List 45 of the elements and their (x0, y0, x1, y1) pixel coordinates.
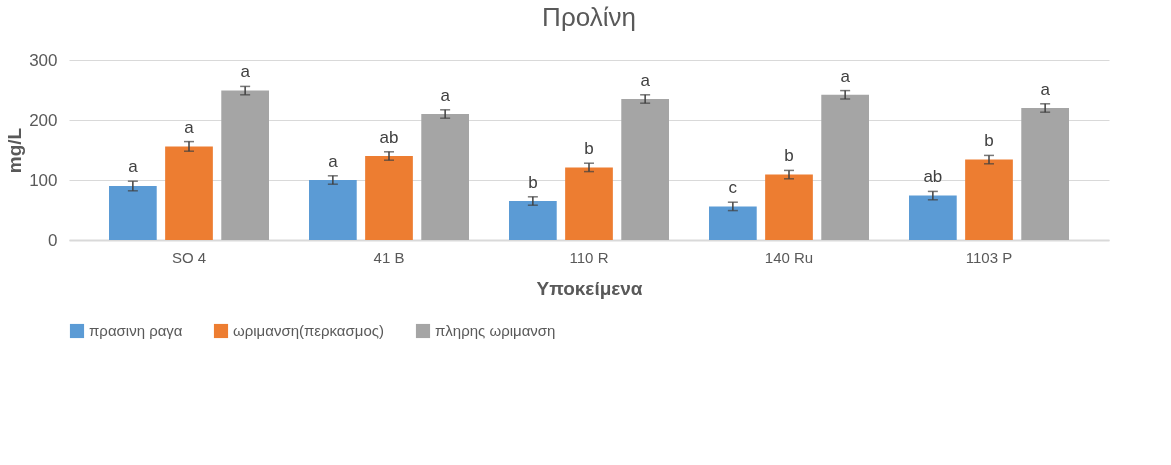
legend-label: ωριμανση(περκασμος) (233, 322, 385, 339)
y-tick-label: 0 (48, 230, 58, 250)
data-label: a (328, 151, 339, 171)
bar (109, 186, 157, 240)
bar (309, 180, 357, 240)
x-tick-label: 41 B (373, 248, 405, 266)
chart-title: Προλίνη (542, 2, 636, 32)
data-label: a (128, 157, 139, 177)
bar (709, 206, 757, 240)
y-tick-label: 300 (29, 50, 58, 70)
y-axis-title: mg/L (4, 127, 26, 174)
data-label: b (984, 131, 994, 151)
data-label: b (784, 146, 794, 166)
legend-label: πρασινη ραγα (89, 322, 183, 339)
y-tick-label: 100 (29, 170, 58, 190)
bar (565, 167, 613, 240)
bar (1021, 108, 1069, 240)
legend-label: πληρης ωριμανση (435, 322, 556, 339)
x-tick-label: 110 R (569, 248, 609, 266)
bar (509, 201, 557, 240)
bar (965, 159, 1013, 240)
bar (909, 195, 957, 240)
bar (365, 156, 413, 240)
x-tick-label: 1103 P (965, 248, 1013, 266)
data-label: a (240, 62, 251, 82)
data-label: ab (923, 167, 943, 187)
data-label: b (528, 172, 538, 192)
data-label: a (640, 70, 651, 90)
data-label: ab (379, 127, 399, 147)
data-label: b (584, 139, 594, 159)
bar (765, 174, 813, 240)
bar (421, 114, 469, 240)
data-label: a (1040, 79, 1051, 99)
y-tick-label: 200 (29, 110, 58, 130)
data-label: a (840, 66, 851, 86)
x-axis-title: Υποκείμενα (536, 277, 643, 299)
x-tick-label: 140 Ru (764, 248, 814, 266)
bar (165, 146, 213, 240)
bar (621, 99, 669, 240)
data-label: a (184, 117, 195, 137)
bar (221, 90, 269, 240)
data-label: c (728, 178, 738, 198)
x-tick-label: SO 4 (171, 248, 207, 266)
data-label: a (440, 85, 451, 105)
bar (821, 94, 869, 240)
